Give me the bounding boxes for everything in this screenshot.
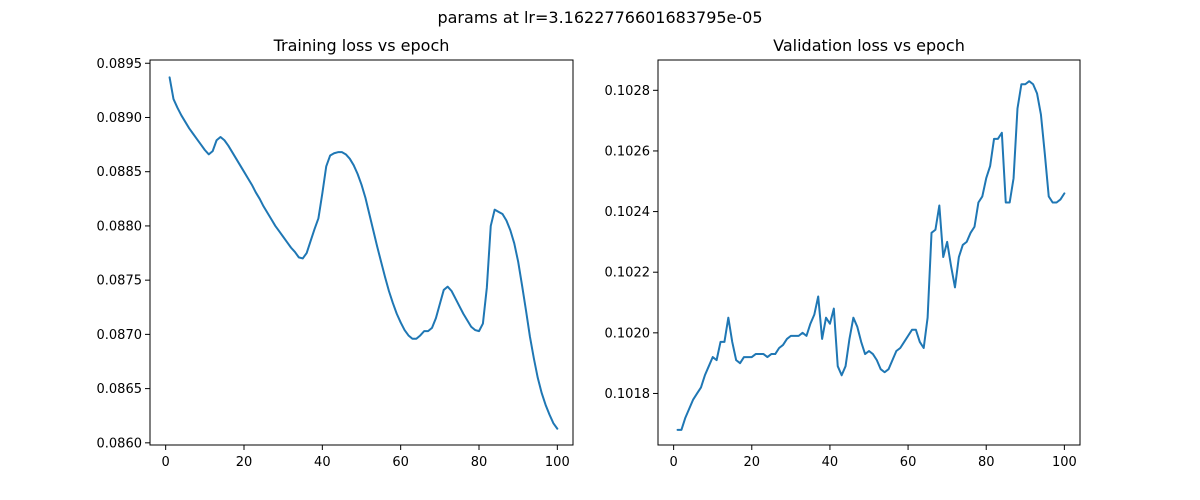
validation-y-tick-label: 0.1018 xyxy=(605,387,651,402)
validation-x-tick-label: 100 xyxy=(1052,455,1077,470)
training-y-tick-label: 0.0890 xyxy=(97,111,143,126)
training-y-tick-label: 0.0885 xyxy=(97,165,143,180)
validation-y-tick-label: 0.1028 xyxy=(605,84,651,99)
training-y-tick-label: 0.0860 xyxy=(97,436,143,451)
training-loss-line xyxy=(168,76,559,430)
training-x-tick-label: 60 xyxy=(392,455,409,470)
training-axes-frame xyxy=(149,59,574,446)
training-y-tick-label: 0.0895 xyxy=(97,57,143,72)
training-x-tick-label: 100 xyxy=(545,455,570,470)
training-y-tick-label: 0.0865 xyxy=(97,382,143,397)
training-x-tick-label: 0 xyxy=(162,455,170,470)
training-y-tick-label: 0.0880 xyxy=(97,219,143,234)
validation-x-tick-label: 40 xyxy=(822,455,839,470)
figure-suptitle: params at lr=3.1622776601683795e-05 xyxy=(437,8,762,27)
training-x-tick-label: 20 xyxy=(236,455,253,470)
validation-x-tick-label: 0 xyxy=(669,455,677,470)
training-x-tick-label: 80 xyxy=(471,455,488,470)
validation-x-tick-label: 20 xyxy=(744,455,761,470)
training-loss-panel: Training loss vs epoch 0 20 40 60 80 100 0.0860… xyxy=(97,36,574,470)
validation-loss-panel: Validation loss vs epoch 0 20 40 60 80 100 0.10… xyxy=(605,36,1081,470)
validation-y-tick-label: 0.1022 xyxy=(605,266,651,281)
validation-x-tick-label: 60 xyxy=(900,455,917,470)
validation-y-tick-label: 0.1026 xyxy=(605,144,651,159)
training-y-tick-label: 0.0875 xyxy=(97,274,143,289)
validation-y-tick-label: 0.1020 xyxy=(605,326,651,341)
training-x-tick-label: 40 xyxy=(314,455,331,470)
validation-y-tick-label: 0.1024 xyxy=(605,205,651,220)
training-y-tick-label: 0.0870 xyxy=(97,328,143,343)
validation-x-tick-label: 80 xyxy=(978,455,995,470)
validation-axes-frame xyxy=(657,59,1081,446)
validation-chart-title: Validation loss vs epoch xyxy=(773,36,965,55)
validation-loss-line xyxy=(676,80,1066,431)
training-chart-title: Training loss vs epoch xyxy=(273,36,450,55)
